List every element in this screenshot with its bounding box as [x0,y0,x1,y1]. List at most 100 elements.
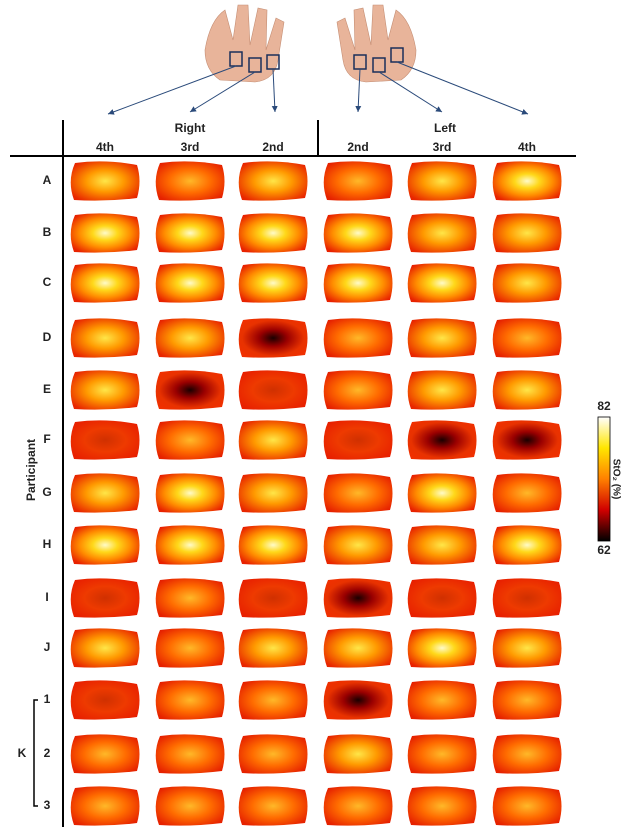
row-sublabel: 1 [44,692,51,706]
colorbar-min: 62 [597,543,611,557]
heatmap-blob [239,473,308,512]
heatmap-blob [493,263,562,302]
heatmap-blob [324,318,393,357]
colorbar-label: StO₂ (%) [610,459,621,500]
row-label: I [45,590,48,604]
heatmap-blob [324,680,393,719]
heatmap-blob [239,263,308,302]
page: {"header": {"right": "Right", "left": "L… [0,0,621,827]
heatmap-blob [493,318,562,357]
column-label: 4th [96,140,114,154]
heatmap-blob [239,680,308,719]
heatmap-blob [71,786,140,825]
heatmap-blob [324,420,393,459]
heatmap-blob [156,263,225,302]
heatmap-blob [71,578,140,617]
heatmap-blob [408,525,477,564]
row-label: B [43,225,52,239]
figure: Right Left Participant K 82 62 StO₂ (%) … [0,0,621,827]
column-label: 2nd [347,140,368,154]
row-label: E [43,382,51,396]
row-sublabel: 2 [44,746,51,760]
heatmap-blob [156,525,225,564]
heatmap-blob [493,628,562,667]
row-label: H [43,537,52,551]
heatmap-blob [493,370,562,409]
heatmap-blob [239,420,308,459]
heatmap-blob [239,578,308,617]
heatmap-blob [493,680,562,719]
heatmap-blob [408,578,477,617]
heatmap-blob [324,734,393,773]
heatmap-blob [71,370,140,409]
heatmap-blob [408,628,477,667]
heatmap-blob [324,525,393,564]
column-label: 4th [518,140,536,154]
column-label: 2nd [262,140,283,154]
side-label: Left [434,121,456,135]
heatmap-blob [239,525,308,564]
heatmap-blob [324,370,393,409]
heatmap-blob [71,628,140,667]
row-label: F [43,432,50,446]
heatmap-blob [493,420,562,459]
heatmap-blob [71,263,140,302]
heatmap-blob [156,370,225,409]
arrows [108,62,528,114]
colorbar [598,417,610,541]
heatmap-blob [493,213,562,252]
heatmap-blob [156,420,225,459]
heatmap-blob [408,420,477,459]
heatmap-blob [408,680,477,719]
heatmap-blob [408,473,477,512]
heatmap-blob [324,578,393,617]
heatmap-blob [239,213,308,252]
heatmap-blob [408,786,477,825]
heatmap-blob [493,578,562,617]
heatmap-blob [493,525,562,564]
row-label: J [44,640,51,654]
heatmap-blob [324,213,393,252]
heatmap-blob [156,213,225,252]
heatmap-blob [408,734,477,773]
heatmap-blob [493,161,562,200]
heatmap-blob [156,680,225,719]
row-label: G [42,485,51,499]
heatmap-blob [324,473,393,512]
row-sublabel: 3 [44,798,51,812]
heatmap-blob [71,213,140,252]
heatmap-blob [71,318,140,357]
heatmap-blob [493,473,562,512]
heatmap-blob [239,370,308,409]
side-label: Right [175,121,206,135]
row-label: C [43,275,52,289]
heatmap-blob [156,318,225,357]
column-label: 3rd [181,140,200,154]
heatmap-blob [156,786,225,825]
row-label: A [43,173,52,187]
heatmap-blob [156,628,225,667]
heatmap-blob [324,263,393,302]
heatmap-blob [156,161,225,200]
heatmap-blob [71,734,140,773]
group-label: K [18,746,27,760]
heatmap-blob [408,213,477,252]
heatmap-blob [408,263,477,302]
heatmap-blob [239,734,308,773]
heatmap-blob [156,734,225,773]
heatmap-blob [239,628,308,667]
row-label: D [43,330,52,344]
heatmap-blob [324,161,393,200]
heatmap-blob [156,473,225,512]
heatmap-blob [408,318,477,357]
heatmap-blob [493,786,562,825]
heatmap-blob [239,786,308,825]
heatmap-blob [239,161,308,200]
heatmap-blob [71,680,140,719]
column-label: 3rd [433,140,452,154]
heatmap-blob [408,161,477,200]
heatmap-blob [156,578,225,617]
heatmap-blob [71,420,140,459]
heatmap-blob [324,628,393,667]
heatmap-blob [71,473,140,512]
